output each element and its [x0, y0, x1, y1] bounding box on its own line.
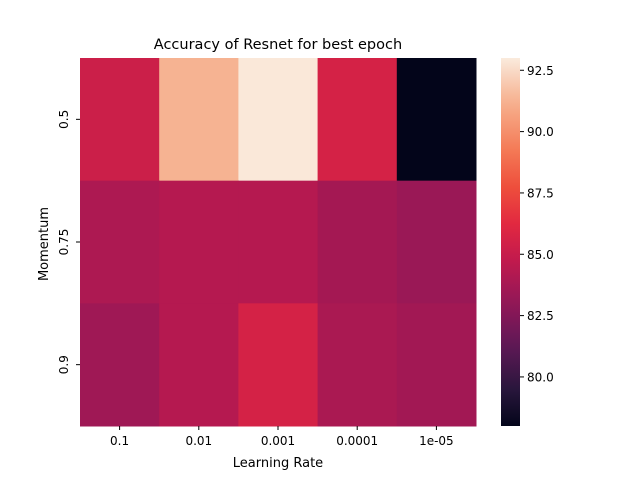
heatmap-cell [396, 58, 477, 182]
heatmap-cell [159, 303, 239, 427]
colorbar [501, 58, 520, 426]
heatmap-cell [396, 303, 477, 427]
heatmap-cell [80, 180, 160, 304]
y-tick-label: 0.9 [57, 355, 71, 374]
colorbar-tick-label: 80.0 [527, 370, 554, 384]
chart-title: Accuracy of Resnet for best epoch [154, 37, 402, 53]
colorbar-tick-label: 87.5 [527, 186, 554, 200]
heatmap-cell [238, 180, 319, 304]
y-tick-labels: 0.5 0.75 0.9 [57, 110, 80, 374]
y-tick-label: 0.5 [57, 110, 71, 129]
x-axis-label: Learning Rate [233, 456, 323, 471]
colorbar-ticks: 80.0 82.5 85.0 87.5 90.0 92.5 [520, 64, 554, 384]
x-tick-label: 0.0001 [336, 434, 378, 448]
x-tick-label: 0.1 [110, 434, 129, 448]
x-tick-label: 1e-05 [419, 434, 454, 448]
x-tick-label: 0.001 [261, 434, 295, 448]
heatmap-cells [80, 58, 477, 427]
y-tick-label: 0.75 [57, 229, 71, 256]
colorbar-tick-label: 82.5 [527, 309, 554, 323]
heatmap-cell [238, 58, 319, 182]
x-tick-labels: 0.1 0.01 0.001 0.0001 1e-05 [110, 426, 454, 448]
heatmap-cell [317, 58, 398, 182]
colorbar-tick-label: 92.5 [527, 64, 554, 78]
colorbar-tick-label: 85.0 [527, 248, 554, 262]
x-tick-label: 0.01 [185, 434, 212, 448]
heatmap-cell [159, 58, 239, 182]
heatmap-cell [159, 180, 239, 304]
colorbar-tick-label: 90.0 [527, 125, 554, 139]
heatmap-cell [238, 303, 319, 427]
heatmap-cell [317, 180, 398, 304]
heatmap-cell [317, 303, 398, 427]
heatmap-cell [80, 303, 160, 427]
heatmap-cell [396, 180, 477, 304]
heatmap-cell [80, 58, 160, 182]
y-axis-label: Momentum [37, 207, 52, 281]
